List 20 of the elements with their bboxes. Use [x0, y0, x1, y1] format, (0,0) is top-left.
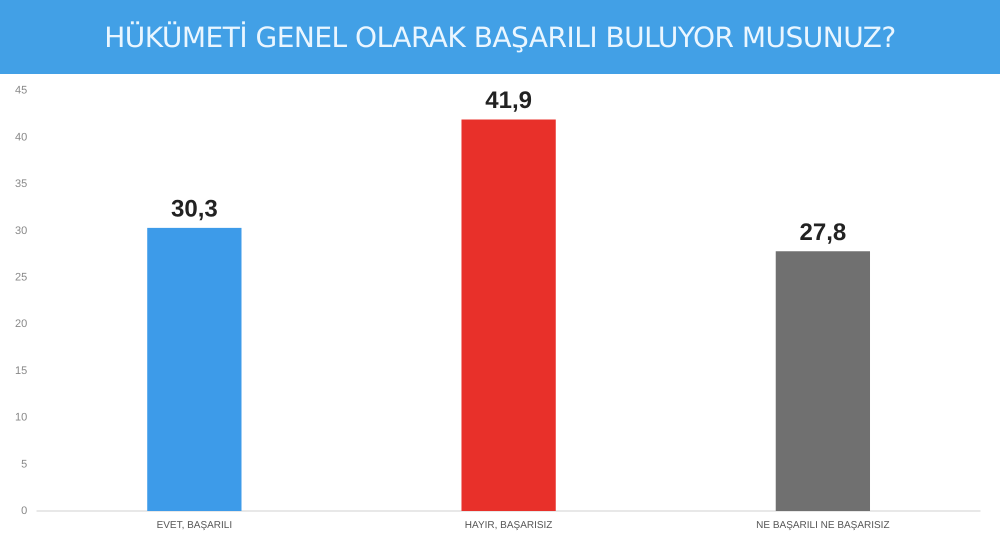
y-tick-label: 10 [14, 412, 28, 424]
x-tick-label: NE BAŞARILI NE BAŞARISIZ [756, 520, 890, 531]
y-tick-label: 5 [21, 458, 28, 470]
y-tick-label: 35 [14, 178, 28, 190]
x-tick-label: EVET, BAŞARILI [156, 520, 232, 531]
bar [461, 120, 556, 511]
data-label: 27,8 [800, 218, 846, 246]
bar [776, 251, 870, 511]
bar [147, 228, 242, 511]
y-tick-label: 25 [14, 271, 28, 284]
chart-title: HÜKÜMETİ GENEL OLARAK BAŞARILI BULUYOR MUSUNUZ? [0, 0, 1000, 74]
y-tick-label: 45 [14, 84, 28, 97]
y-tick-label: 0 [21, 505, 28, 518]
y-tick-label: 20 [14, 318, 28, 330]
data-label: 30,3 [171, 196, 218, 223]
data-label: 41,9 [485, 87, 532, 114]
y-tick-label: 40 [14, 131, 28, 144]
y-tick-label: 30 [14, 224, 28, 237]
y-tick-label: 15 [14, 364, 28, 377]
x-tick-label: HAYIR, BAŞARISIZ [464, 520, 552, 531]
